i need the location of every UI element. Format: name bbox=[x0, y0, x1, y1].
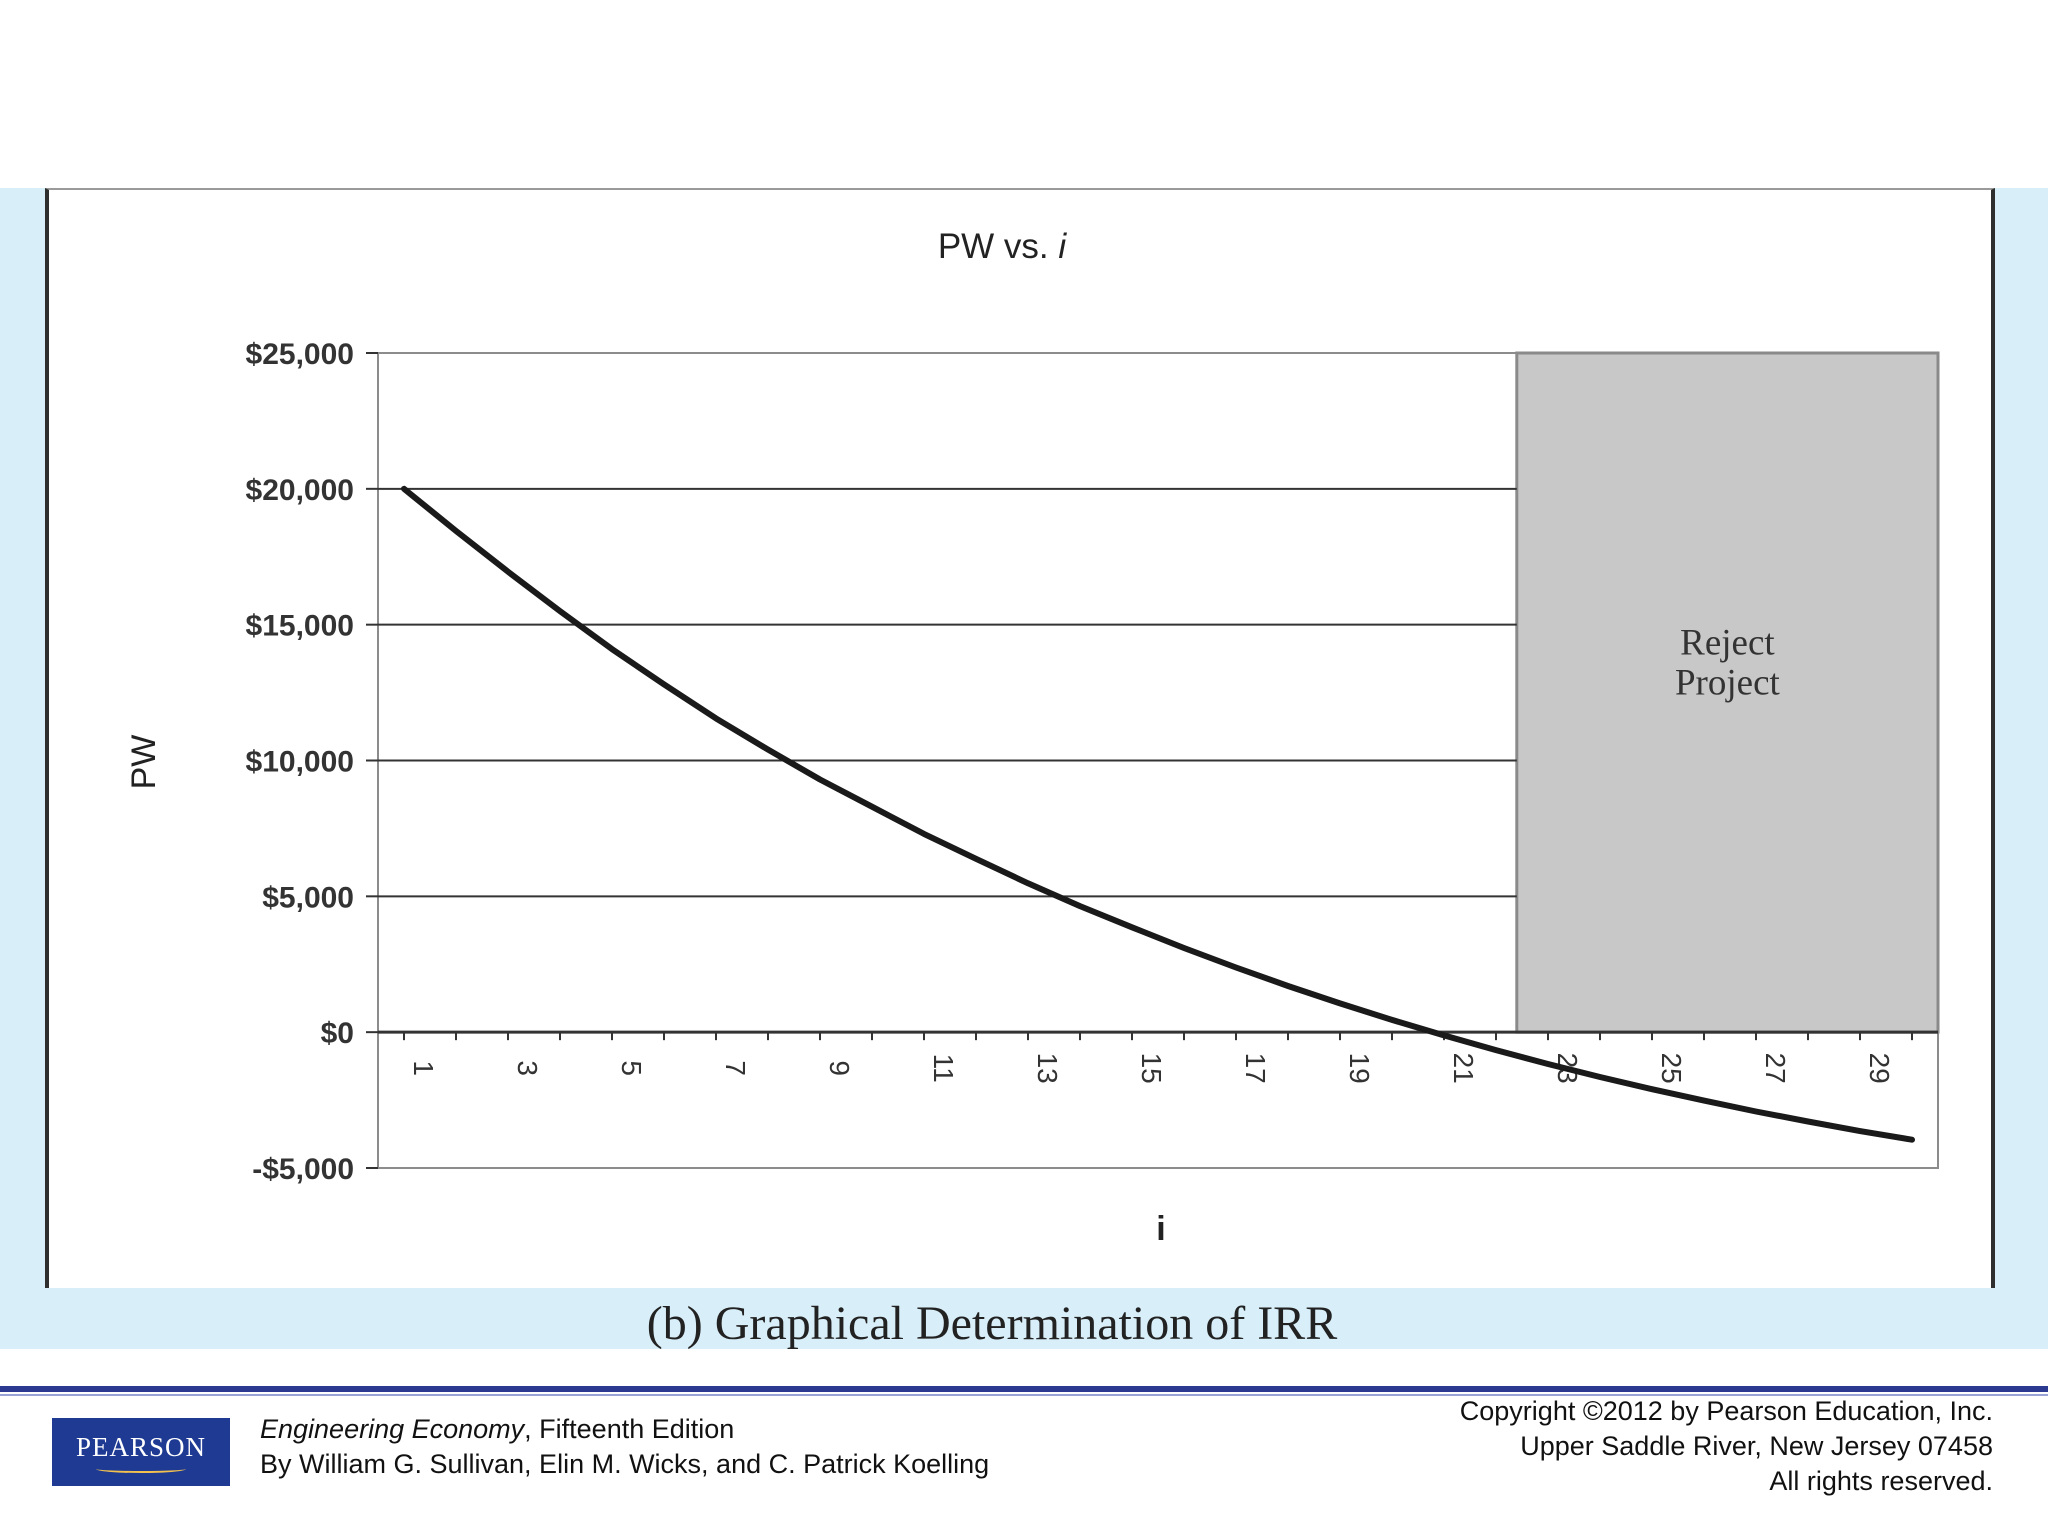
y-tick-label: $15,000 bbox=[246, 610, 354, 643]
book-authors: By William G. Sullivan, Elin M. Wicks, a… bbox=[260, 1449, 990, 1479]
pw-series-line bbox=[401, 485, 1915, 1143]
pearson-logo: PEARSON bbox=[52, 1418, 230, 1486]
y-tick-label: $5,000 bbox=[262, 881, 354, 914]
footer-rule bbox=[0, 1386, 2048, 1392]
y-tick-label: $10,000 bbox=[246, 746, 354, 779]
x-tick-label: 29 bbox=[1864, 1053, 1895, 1084]
x-tick-label: 1 bbox=[408, 1060, 439, 1076]
copyright-line-1: Copyright ©2012 by Pearson Education, In… bbox=[1459, 1396, 1993, 1426]
x-tick-label: 27 bbox=[1760, 1053, 1791, 1084]
y-tick-label: $25,000 bbox=[246, 338, 354, 371]
book-citation: Engineering Economy, Fifteenth Edition B… bbox=[260, 1412, 989, 1482]
x-axis-label: i bbox=[1156, 1210, 1165, 1248]
x-tick-label: 19 bbox=[1344, 1053, 1375, 1084]
x-tick-label: 13 bbox=[1032, 1053, 1063, 1084]
x-tick-label: 3 bbox=[512, 1060, 543, 1076]
x-tick-label: 25 bbox=[1656, 1053, 1687, 1084]
x-tick-label: 17 bbox=[1240, 1053, 1271, 1084]
copyright-line-2: Upper Saddle River, New Jersey 07458 bbox=[1520, 1431, 1993, 1461]
book-edition: , Fifteenth Edition bbox=[524, 1414, 735, 1444]
logo-swoosh-icon bbox=[96, 1465, 186, 1473]
figure-caption: (b) Graphical Determination of IRR bbox=[646, 1297, 1338, 1350]
y-tick-label: $0 bbox=[321, 1017, 354, 1050]
x-tick-label: 21 bbox=[1448, 1053, 1479, 1084]
logo-text: PEARSON bbox=[75, 1431, 207, 1462]
x-tick-label: 11 bbox=[928, 1054, 959, 1083]
chart-title: PW vs. i bbox=[938, 227, 1068, 266]
copyright-notice: Copyright ©2012 by Pearson Education, In… bbox=[1460, 1394, 1993, 1499]
x-tick-label: 15 bbox=[1136, 1053, 1167, 1084]
y-axis-label: PW bbox=[125, 735, 163, 790]
x-tick-label: 7 bbox=[720, 1060, 751, 1076]
copyright-line-3: All rights reserved. bbox=[1769, 1466, 1993, 1496]
x-tick-label: 5 bbox=[616, 1060, 647, 1076]
reject-region bbox=[1515, 351, 1940, 1034]
reject-region-label-1: Reject bbox=[1680, 623, 1775, 664]
footer-rule-thin bbox=[0, 1394, 2048, 1396]
y-tick-label: $20,000 bbox=[246, 474, 354, 507]
book-title: Engineering Economy bbox=[260, 1414, 525, 1444]
x-tick-label: 9 bbox=[824, 1060, 855, 1076]
reject-region-label-2: Project bbox=[1675, 663, 1781, 704]
y-tick-label: -$5,000 bbox=[252, 1153, 354, 1186]
